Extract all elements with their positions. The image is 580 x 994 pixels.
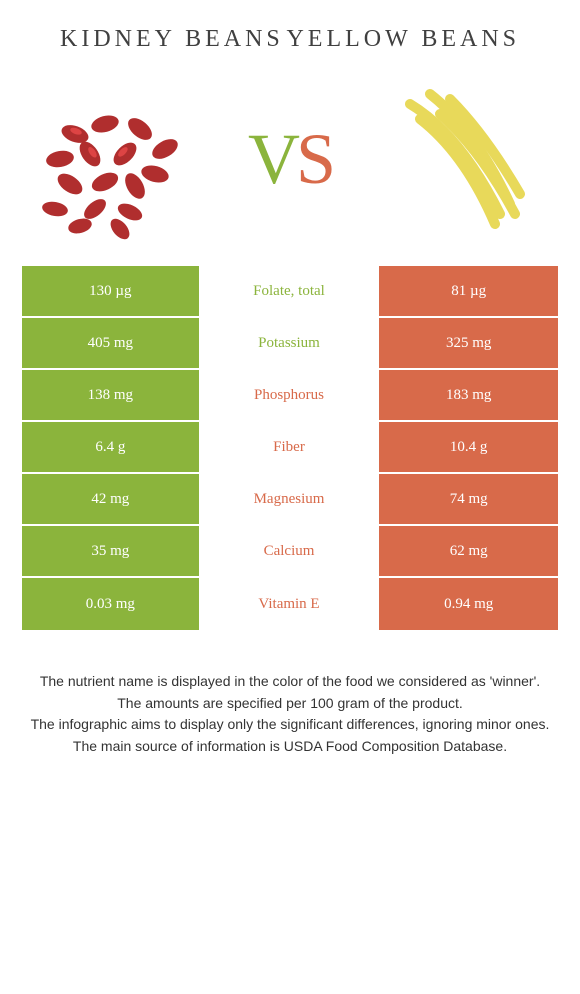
left-value: 0.03 mg (22, 578, 201, 630)
nutrient-name: Magnesium (201, 474, 380, 524)
left-value: 130 µg (22, 266, 201, 316)
left-value: 6.4 g (22, 422, 201, 472)
right-value: 183 mg (379, 370, 558, 420)
table-row: 6.4 gFiber10.4 g (22, 422, 558, 474)
right-food-image (380, 74, 550, 244)
left-value: 405 mg (22, 318, 201, 368)
nutrient-name: Phosphorus (201, 370, 380, 420)
table-row: 42 mgMagnesium74 mg (22, 474, 558, 526)
comparison-table: 130 µgFolate, total81 µg405 mgPotassium3… (20, 264, 560, 632)
left-food-title: KIDNEY BEANS (60, 24, 284, 54)
nutrient-name: Fiber (201, 422, 380, 472)
table-row: 405 mgPotassium325 mg (22, 318, 558, 370)
footer-line: The main source of information is USDA F… (20, 737, 560, 757)
right-food-title: YELLOW BEANS (286, 24, 520, 54)
table-row: 0.03 mgVitamin E0.94 mg (22, 578, 558, 630)
footer-line: The nutrient name is displayed in the co… (20, 672, 560, 692)
vs-label: VS (248, 118, 332, 201)
nutrient-name: Vitamin E (201, 578, 380, 630)
left-value: 42 mg (22, 474, 201, 524)
left-value: 138 mg (22, 370, 201, 420)
right-value: 81 µg (379, 266, 558, 316)
footer-line: The amounts are specified per 100 gram o… (20, 694, 560, 714)
table-row: 35 mgCalcium62 mg (22, 526, 558, 578)
right-value: 62 mg (379, 526, 558, 576)
table-row: 130 µgFolate, total81 µg (22, 266, 558, 318)
nutrient-name: Folate, total (201, 266, 380, 316)
right-value: 325 mg (379, 318, 558, 368)
nutrient-name: Potassium (201, 318, 380, 368)
footer-notes: The nutrient name is displayed in the co… (0, 672, 580, 756)
right-value: 74 mg (379, 474, 558, 524)
right-value: 0.94 mg (379, 578, 558, 630)
table-row: 138 mgPhosphorus183 mg (22, 370, 558, 422)
left-value: 35 mg (22, 526, 201, 576)
footer-line: The infographic aims to display only the… (20, 715, 560, 735)
right-value: 10.4 g (379, 422, 558, 472)
nutrient-name: Calcium (201, 526, 380, 576)
left-food-image (30, 74, 200, 244)
